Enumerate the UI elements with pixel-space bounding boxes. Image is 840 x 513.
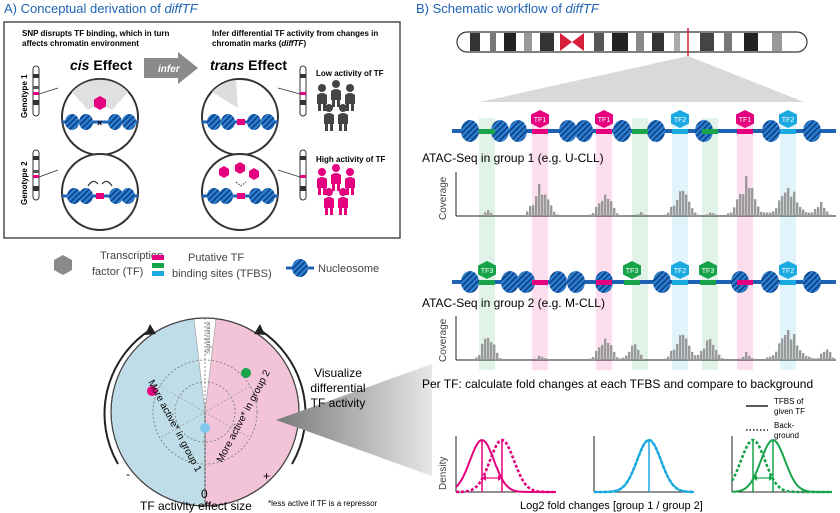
trans-low-circle — [201, 78, 279, 156]
wheel-point-green — [241, 368, 251, 378]
effect-size-axis-label: TF activity effect size — [140, 499, 252, 513]
tfbs-legend-line2: given TF — [774, 407, 805, 416]
log2-axis-label: Log2 fold changes [group 1 / group 2] — [520, 500, 703, 512]
coverage-label-1: Coverage — [438, 176, 449, 220]
per-tf-description: Per TF: calculate fold changes at each T… — [422, 377, 813, 391]
tfbs-magenta-swatch — [152, 255, 164, 260]
svg-text:TF2: TF2 — [782, 268, 795, 275]
panel-b-title: B) Schematic workflow of diffTF — [416, 1, 600, 16]
plus-label: + — [263, 469, 270, 483]
density-label: Density — [438, 457, 449, 490]
coverage-track-1 — [455, 172, 836, 217]
group-2-label: ATAC-Seq in group 2 (e.g. M-CLL) — [422, 296, 605, 310]
density-plots — [455, 436, 832, 494]
nucleosome-legend-icon — [286, 259, 314, 277]
chromosome-ideogram — [456, 28, 808, 56]
svg-text:TF3: TF3 — [481, 268, 494, 275]
svg-text:TF3: TF3 — [702, 268, 715, 275]
genotype-2-label: Genotype 2 — [20, 161, 29, 205]
svg-text:TF2: TF2 — [782, 117, 795, 124]
high-activity-label: High activity of TF — [316, 155, 385, 164]
left-curved-arrow — [103, 329, 151, 465]
coverage-label-2: Coverage — [438, 318, 449, 362]
right-curved-arrow — [259, 329, 307, 465]
trans-effect-label: trans Effect — [210, 57, 287, 73]
cis-genotype-2-circle — [61, 153, 139, 231]
wheel-point-cyan — [200, 423, 210, 433]
cis-genotype-1-circle: × — [61, 78, 139, 156]
legend-tf-line1: Transcription — [100, 250, 163, 262]
trans-description-line1: Infer differential TF activity from chan… — [212, 29, 378, 38]
infer-arrow — [144, 52, 198, 84]
panel-a-title: A) Conceptual derivation of diffTF — [4, 1, 199, 16]
zero-label: 0 — [201, 487, 208, 501]
people-low-activity-icon — [317, 80, 355, 131]
svg-text:TF2: TF2 — [674, 117, 687, 124]
trans-high-circle — [201, 153, 279, 231]
svg-text:TF1: TF1 — [598, 117, 611, 124]
svg-text:TF1: TF1 — [739, 117, 752, 124]
cis-effect-label: cis Effect — [70, 57, 133, 73]
tfbs-green-swatch — [152, 263, 164, 268]
legend-tfbs-line1: Putative TF — [188, 252, 244, 264]
svg-text:TF2: TF2 — [674, 268, 687, 275]
genotype-1-label: Genotype 1 — [20, 74, 29, 118]
panel-a-frame — [3, 21, 401, 239]
cis-description-line1: SNP disrupts TF binding, which in turn — [22, 29, 170, 38]
chromosome-genotype-2-icon — [32, 149, 40, 201]
visualize-line1: Visualize — [314, 366, 362, 380]
group-1-label: ATAC-Seq in group 1 (e.g. U-CLL) — [422, 151, 604, 165]
tfbs-legend-line1: TFBS of — [774, 397, 804, 406]
legend-tfbs-line2: binding sites (TFBS) — [172, 268, 272, 280]
svg-text:TF3: TF3 — [626, 268, 639, 275]
tfbs-cyan-swatch — [152, 271, 164, 276]
background-legend-line1: Back- — [774, 421, 795, 430]
infer-label: infer — [158, 64, 181, 75]
chromosome-high-activity-icon — [299, 149, 307, 201]
low-activity-label: Low activity of TF — [316, 69, 384, 78]
cis-description-line2: affects chromatin environment — [22, 39, 139, 48]
footnote-repressor: *less active if TF is a repressor — [268, 499, 378, 508]
svg-text:×: × — [97, 118, 102, 128]
chromosome-genotype-1-icon — [32, 65, 40, 117]
tf-hexagon-icon — [94, 96, 106, 110]
visualize-funnel-arrow — [276, 364, 432, 476]
svg-text:TF1: TF1 — [534, 117, 547, 124]
legend-tf-line2: factor (TF) — [92, 266, 143, 278]
people-high-activity-icon — [317, 164, 355, 215]
trans-description-line2: chromatin marks (diffTF) — [212, 39, 306, 48]
dna-track-group-2: TF3 TF3 TF2 TF3 TF2 — [452, 261, 836, 293]
minus-label: - — [126, 467, 130, 481]
tfbs-highlight-bands — [479, 118, 796, 370]
coverage-track-2 — [455, 316, 836, 361]
visualize-line2: differential — [310, 381, 365, 395]
legend-nucleosome: Nucleosome — [318, 263, 379, 275]
significance-label: Significance — [206, 321, 212, 354]
chromosome-low-activity-icon — [299, 65, 307, 117]
activity-wheel — [110, 317, 300, 507]
dna-track-group-1: TF1 TF1 TF2 TF1 TF2 — [452, 110, 836, 142]
tf-legend-hexagon-icon — [54, 255, 72, 275]
wheel-point-magenta — [147, 386, 157, 396]
background-legend-line2: ground — [774, 431, 799, 440]
zoom-wedge — [480, 56, 804, 102]
visualize-line3: TF activity — [311, 396, 366, 410]
